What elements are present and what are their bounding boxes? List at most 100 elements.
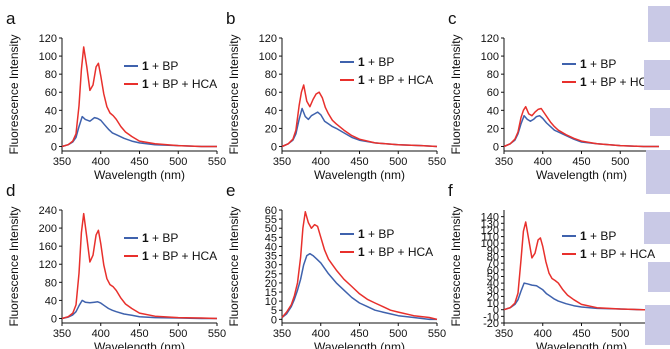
y-tick-label: 20	[487, 291, 499, 303]
x-tick-label: 550	[208, 156, 226, 168]
legend-label: 1 + BP + HCA	[358, 73, 433, 87]
series-line-bp-hca	[281, 211, 438, 321]
panel-letter: b	[226, 9, 235, 28]
x-tick-label: 400	[92, 328, 110, 340]
x-tick-label: 350	[273, 328, 291, 340]
x-tick-label: 450	[350, 328, 368, 340]
panel-letter: f	[448, 181, 453, 200]
x-tick-label: 450	[130, 156, 148, 168]
x-tick-label: 500	[611, 156, 629, 168]
series-line-bp-hca	[61, 46, 217, 148]
y-tick-label: 70	[487, 258, 499, 270]
y-tick-label: 80	[487, 69, 499, 81]
y-tick-label: 80	[45, 69, 57, 81]
panel-e: e 350 400 450 500 550 051015202530354045505560…	[226, 181, 446, 349]
y-tick-label: 0	[271, 314, 277, 326]
y-tick-label: 20	[265, 123, 277, 135]
y-tick-label: 40	[487, 105, 499, 117]
legend-label: 1 + BP	[358, 227, 394, 241]
x-axis-title: Wavelength (nm)	[314, 340, 405, 349]
x-tick-label: 350	[495, 328, 513, 340]
panel-letter: d	[6, 181, 15, 200]
x-axis-title: Wavelength (nm)	[94, 340, 185, 349]
series-line-bp	[503, 282, 659, 311]
y-tick-label: 40	[45, 295, 57, 307]
series-line-bp-hca	[503, 105, 659, 148]
series-line-bp-hca	[61, 212, 218, 320]
x-tick-label: 500	[611, 328, 629, 340]
x-tick-label: 550	[428, 328, 446, 340]
watermark-decoration	[644, 6, 670, 345]
y-tick-label: 0	[493, 141, 499, 153]
y-tick-label: 60	[487, 87, 499, 99]
y-tick-label: 100	[259, 51, 277, 63]
y-tick-label: 10	[487, 298, 499, 310]
y-axis-title: Fluorescence Intensity	[7, 206, 21, 326]
y-tick-label: 50	[265, 223, 277, 235]
x-tick-label: 400	[534, 156, 552, 168]
y-tick-label: 0	[51, 141, 57, 153]
y-tick-label: 0	[51, 313, 57, 325]
x-axis-title: Wavelength (nm)	[536, 168, 627, 182]
y-tick-label: 0	[493, 305, 499, 317]
y-tick-label: 15	[265, 287, 277, 299]
y-tick-label: 80	[487, 252, 499, 264]
y-tick-label: 90	[487, 245, 499, 257]
y-tick-label: -10	[483, 311, 499, 323]
legend-label: 1 + BP + HCA	[580, 247, 655, 261]
y-tick-label: 55	[265, 214, 277, 226]
y-tick-label: 40	[45, 105, 57, 117]
y-axis-title: Fluorescence Intensity	[227, 206, 241, 326]
x-tick-label: 350	[495, 156, 513, 168]
panel-b: b 350 400 450 500 550 0 20 40 60 80 100 120 Wavelengt…	[226, 9, 446, 182]
y-tick-label: 35	[265, 251, 277, 263]
y-axis-title: Fluorescence Intensity	[227, 34, 241, 154]
series-line-bp	[61, 299, 217, 320]
y-tick-label: 20	[265, 278, 277, 290]
y-tick-label: 100	[39, 51, 57, 63]
y-axis-title: Fluorescence Intensity	[7, 34, 21, 154]
x-tick-label: 400	[92, 156, 110, 168]
x-tick-label: 400	[312, 328, 330, 340]
y-tick-label: 240	[39, 205, 57, 217]
x-tick-label: 550	[208, 328, 226, 340]
y-tick-label: 80	[45, 277, 57, 289]
y-tick-label: 20	[45, 123, 57, 135]
x-tick-label: 550	[428, 156, 446, 168]
legend-label: 1 + BP	[142, 231, 178, 245]
y-axis-title: Fluorescence Intensity	[449, 34, 463, 154]
series-line-bp-hca	[281, 84, 438, 148]
y-tick-label: 30	[265, 260, 277, 272]
y-tick-label: 0	[271, 141, 277, 153]
x-tick-label: 450	[572, 156, 590, 168]
y-tick-label: 40	[487, 278, 499, 290]
y-tick-label: 5	[271, 305, 277, 317]
panel-a: a 350 400 450 500 550 0 20 40 60 80 100 120 Wavelengt…	[6, 9, 226, 182]
y-tick-label: -20	[483, 318, 499, 330]
y-tick-label: 45	[265, 232, 277, 244]
panel-letter: c	[448, 9, 457, 28]
legend-label: 1 + BP + HC	[580, 75, 647, 89]
legend-label: 1 + BP + HCA	[358, 245, 433, 259]
x-tick-label: 500	[389, 156, 407, 168]
y-tick-label: 25	[265, 269, 277, 281]
y-tick-label: 140	[481, 212, 499, 224]
x-tick-label: 500	[389, 328, 407, 340]
y-tick-label: 60	[45, 87, 57, 99]
legend-label: 1 + BP + HCA	[142, 249, 217, 263]
legend-label: 1 + BP	[580, 229, 616, 243]
y-tick-label: 120	[39, 33, 57, 45]
y-tick-label: 120	[481, 33, 499, 45]
y-tick-label: 60	[265, 87, 277, 99]
x-axis-title: Wavelength (nm)	[536, 340, 627, 349]
y-tick-label: 110	[481, 232, 499, 244]
y-tick-label: 120	[259, 33, 277, 45]
x-tick-label: 350	[53, 156, 71, 168]
x-axis-title: Wavelength (nm)	[94, 168, 185, 182]
series-line-bp	[281, 252, 437, 321]
y-tick-label: 50	[487, 271, 499, 283]
y-tick-label: 80	[265, 69, 277, 81]
y-tick-label: 10	[265, 296, 277, 308]
y-tick-label: 60	[487, 265, 499, 277]
